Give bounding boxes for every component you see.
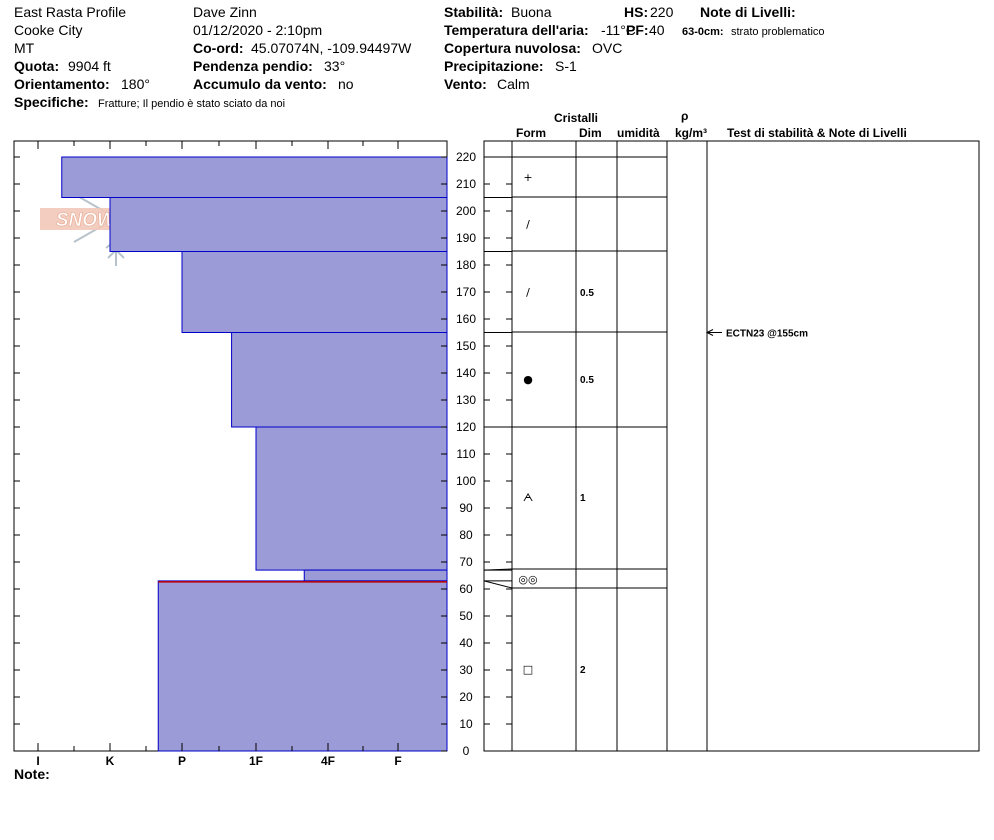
depth-tick-label: 180 bbox=[456, 258, 476, 272]
hardness-layer-bar bbox=[303, 569, 448, 582]
stabilita-label: Stabilità: bbox=[444, 4, 504, 20]
precip-value: S-1 bbox=[555, 58, 577, 74]
tests-header: Test di stabilità & Note di Livelli bbox=[727, 126, 907, 140]
cristalli-header: Cristalli bbox=[554, 111, 599, 125]
layer-note-depth: 63-0cm: bbox=[682, 26, 724, 38]
pendenza-label: Pendenza pendio: bbox=[193, 58, 313, 74]
specifiche-label: Specifiche: bbox=[14, 94, 89, 110]
note-label: Note: bbox=[14, 766, 50, 782]
accumulo-label: Accumulo da vento: bbox=[193, 76, 327, 92]
umidita-header: umidità bbox=[617, 126, 660, 140]
grain-size-value: 0.5 bbox=[580, 288, 594, 299]
grain-form-symbol: □ bbox=[523, 663, 533, 676]
accumulo-value: no bbox=[338, 76, 354, 92]
hardness-layer-bar bbox=[181, 251, 448, 333]
layer-note-text: strato problematico bbox=[731, 26, 825, 38]
vento-label: Vento: bbox=[444, 76, 487, 92]
depth-tick-label: 110 bbox=[456, 447, 475, 461]
hardness-tick-label: P bbox=[178, 754, 186, 768]
temp-value: -11°C bbox=[601, 22, 636, 38]
density-unit-header: kg/m³ bbox=[675, 126, 708, 140]
datetime: 01/12/2020 - 2:10pm bbox=[193, 22, 323, 38]
grain-form-symbol: / bbox=[526, 218, 530, 231]
orient-label: Orientamento: bbox=[14, 76, 110, 92]
depth-tick-label: 0 bbox=[463, 744, 470, 758]
depth-tick-label: 60 bbox=[459, 582, 473, 596]
grain-form-symbol: ● bbox=[523, 373, 533, 386]
orient-value: 180° bbox=[121, 76, 150, 92]
depth-tick-label: 200 bbox=[456, 204, 476, 218]
depth-tick-label: 10 bbox=[459, 717, 473, 731]
layer-connector bbox=[483, 580, 513, 589]
grain-size-value: 0.5 bbox=[580, 375, 594, 386]
note-livelli-label: Note di Livelli: bbox=[700, 4, 796, 20]
depth-tick-label: 40 bbox=[459, 636, 473, 650]
hardness-tick-label: 4F bbox=[321, 754, 335, 768]
state: MT bbox=[14, 40, 35, 56]
depth-tick-label: 190 bbox=[456, 231, 476, 245]
precip-label: Precipitazione: bbox=[444, 58, 544, 74]
location: Cooke City bbox=[14, 22, 83, 38]
depth-tick-label: 70 bbox=[459, 555, 473, 569]
depth-tick-label: 120 bbox=[456, 420, 476, 434]
depth-tick-label: 210 bbox=[456, 177, 476, 191]
hardness-tick-label: I bbox=[36, 754, 39, 768]
form-header: Form bbox=[516, 126, 546, 140]
copertura-label: Copertura nuvolosa: bbox=[444, 40, 581, 56]
copertura-value: OVC bbox=[592, 40, 623, 56]
hs-label: HS: bbox=[624, 4, 649, 20]
pf-value: 40 bbox=[649, 22, 665, 38]
hardness-tick-label: 1F bbox=[249, 754, 263, 768]
grain-form-symbol: ◎◎ bbox=[518, 573, 537, 586]
depth-tick-label: 140 bbox=[456, 366, 476, 380]
depth-tick-label: 100 bbox=[456, 474, 476, 488]
vento-value: Calm bbox=[497, 76, 530, 92]
grain-form-symbol: ᗅ bbox=[523, 491, 533, 504]
hardness-layer-bar bbox=[109, 197, 448, 252]
pendenza-value: 33° bbox=[324, 58, 346, 74]
hs-value: 220 bbox=[650, 4, 674, 20]
hardness-tick-label: F bbox=[394, 754, 401, 768]
stabilita-value: Buona bbox=[511, 4, 552, 20]
rho-header: ρ bbox=[681, 109, 689, 123]
observer: Dave Zinn bbox=[193, 4, 257, 20]
depth-tick-label: 50 bbox=[459, 609, 473, 623]
pf-label: PF: bbox=[626, 22, 649, 38]
depth-tick-label: 160 bbox=[456, 312, 476, 326]
quota-value: 9904 ft bbox=[68, 58, 111, 74]
depth-tick-label: 20 bbox=[459, 690, 473, 704]
hardness-tick-label: K bbox=[106, 754, 115, 768]
grain-form-symbol: + bbox=[523, 171, 532, 184]
depth-tick-label: 130 bbox=[456, 393, 476, 407]
coord-label: Co-ord: bbox=[193, 40, 244, 56]
depth-tick-label: 170 bbox=[456, 285, 476, 299]
specifiche-value: Fratture; Il pendio è stato sciato da no… bbox=[98, 98, 286, 110]
grain-size-value: 1 bbox=[580, 493, 586, 504]
profile-name: East Rasta Profile bbox=[14, 4, 127, 20]
hardness-layer-bar bbox=[231, 332, 448, 428]
temp-label: Temperatura dell'aria: bbox=[444, 22, 589, 38]
dim-header: Dim bbox=[579, 126, 602, 140]
depth-tick-label: 30 bbox=[459, 663, 473, 677]
coord-value: 45.07074N, -109.94497W bbox=[251, 40, 412, 56]
grain-form-symbol: / bbox=[526, 286, 530, 299]
crystal-table-frame bbox=[483, 140, 980, 752]
layer-connector bbox=[483, 568, 513, 571]
quota-label: Quota: bbox=[14, 58, 60, 74]
hardness-layer-bar bbox=[157, 580, 448, 752]
hardness-layer-bar bbox=[61, 156, 448, 198]
depth-tick-label: 90 bbox=[459, 501, 473, 515]
depth-tick-label: 150 bbox=[456, 339, 476, 353]
depth-tick-label: 220 bbox=[456, 150, 476, 164]
grain-size-value: 2 bbox=[580, 665, 586, 676]
stability-test-label: ECTN23 @155cm bbox=[726, 329, 808, 340]
test-arrow-head bbox=[705, 329, 714, 336]
hardness-layer-bar bbox=[255, 426, 448, 571]
depth-tick-label: 80 bbox=[459, 528, 473, 542]
